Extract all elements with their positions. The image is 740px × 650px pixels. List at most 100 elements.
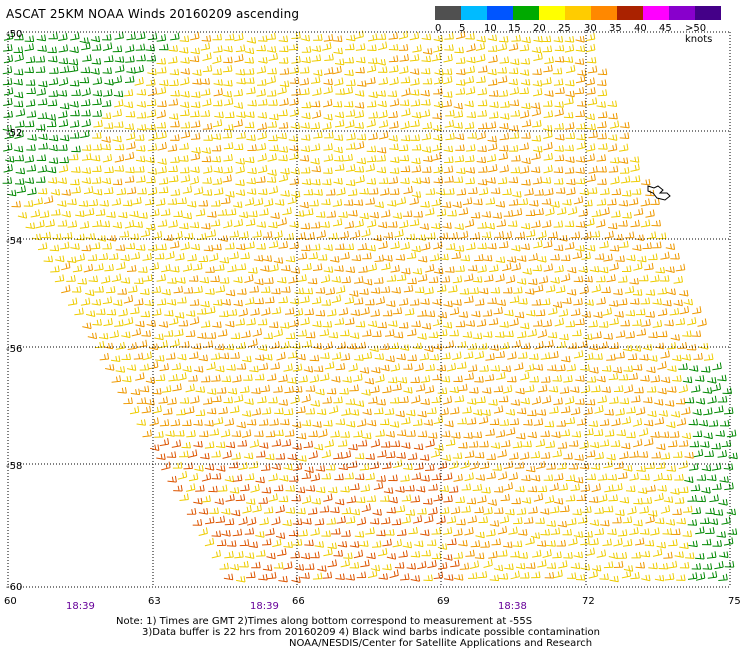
wind-barb [665,243,676,250]
wind-barb [441,352,451,360]
wind-barb [367,320,378,328]
wind-barb [246,177,256,185]
wind-barb [320,352,330,359]
wind-barb [607,100,618,107]
wind-barb [590,230,601,238]
wind-barb [244,121,255,129]
wind-barb [382,385,392,394]
wind-barb [168,373,178,382]
wind-barb [223,219,233,229]
wind-barb [585,143,596,152]
wind-barb [454,245,465,252]
wind-barb [85,289,95,297]
wind-barb [672,375,682,382]
wind-barb [190,132,201,140]
wind-barb [527,431,537,439]
wind-barb [590,463,601,470]
wind-barb [221,508,231,515]
wind-barb [470,211,481,219]
wind-barb [467,342,478,350]
wind-barb [544,339,554,348]
wind-barb [536,540,547,547]
wind-barb [227,308,238,316]
wind-barb [274,429,284,436]
wind-barb [575,74,586,84]
wind-barb [618,471,628,480]
wind-barb [558,483,568,491]
wind-barb [403,463,413,470]
wind-barb [268,396,278,404]
legend-swatch [461,6,487,20]
wind-barb [477,109,487,117]
wind-barb [333,550,343,557]
wind-barb [597,121,607,129]
wind-barb [313,34,323,41]
wind-barb [586,473,597,481]
wind-barb [225,320,235,328]
wind-barb [331,276,341,283]
wind-barb [92,90,103,97]
wind-barb [199,430,209,438]
wind-barb [420,201,430,208]
wind-barb [388,176,399,184]
wind-barb [644,539,655,547]
wind-barb [389,569,399,579]
wind-barb [426,232,436,239]
wind-barb [182,263,193,272]
wind-barb [117,288,127,295]
wind-barb [182,212,192,220]
wind-barb [57,177,67,184]
wind-barb [387,376,398,384]
wind-barb [204,537,215,547]
wind-barb [261,538,272,546]
wind-barb [679,306,690,315]
wind-barb [78,200,89,207]
wind-barb [596,275,606,283]
wind-barb [450,506,461,515]
wind-barb [430,449,441,458]
wind-barb [166,451,177,458]
wind-barb [550,527,561,535]
wind-barb [509,452,519,460]
wind-barb [508,472,518,481]
wind-barb [122,199,133,207]
wind-barb [173,231,183,240]
wind-barb [383,487,394,494]
wind-barb [217,484,228,492]
wind-barb [214,111,224,119]
wind-barb [543,100,553,107]
wind-barb [216,465,226,472]
wind-barb [645,462,655,469]
wind-barb [664,319,674,327]
wind-barb [469,287,479,294]
wind-barb [403,363,413,370]
wind-barb [345,574,355,581]
wind-barb [61,210,71,218]
wind-barb [300,572,310,579]
wind-barb [556,364,566,372]
wind-barb [303,287,314,295]
wind-barb [114,31,124,40]
wind-barb [463,432,473,439]
wind-barb [235,165,245,174]
wind-barb [314,541,324,548]
wind-barb [25,222,36,229]
wind-barb [209,428,220,436]
wind-barb [378,119,389,128]
wind-barb [636,308,646,316]
wind-barb [432,112,442,119]
wind-barb [233,119,243,128]
wind-barb [283,541,293,548]
wind-barb [414,540,424,548]
wind-barb [521,119,532,128]
wind-barb [479,440,489,448]
wind-barb [390,241,400,250]
wind-barb [444,32,454,40]
wind-barb [433,571,444,580]
wind-barb [682,376,693,384]
wind-barb [220,429,231,438]
wind-barb [586,375,597,383]
wind-barb [487,242,497,250]
wind-barb [399,65,409,74]
wind-barb [420,375,431,383]
